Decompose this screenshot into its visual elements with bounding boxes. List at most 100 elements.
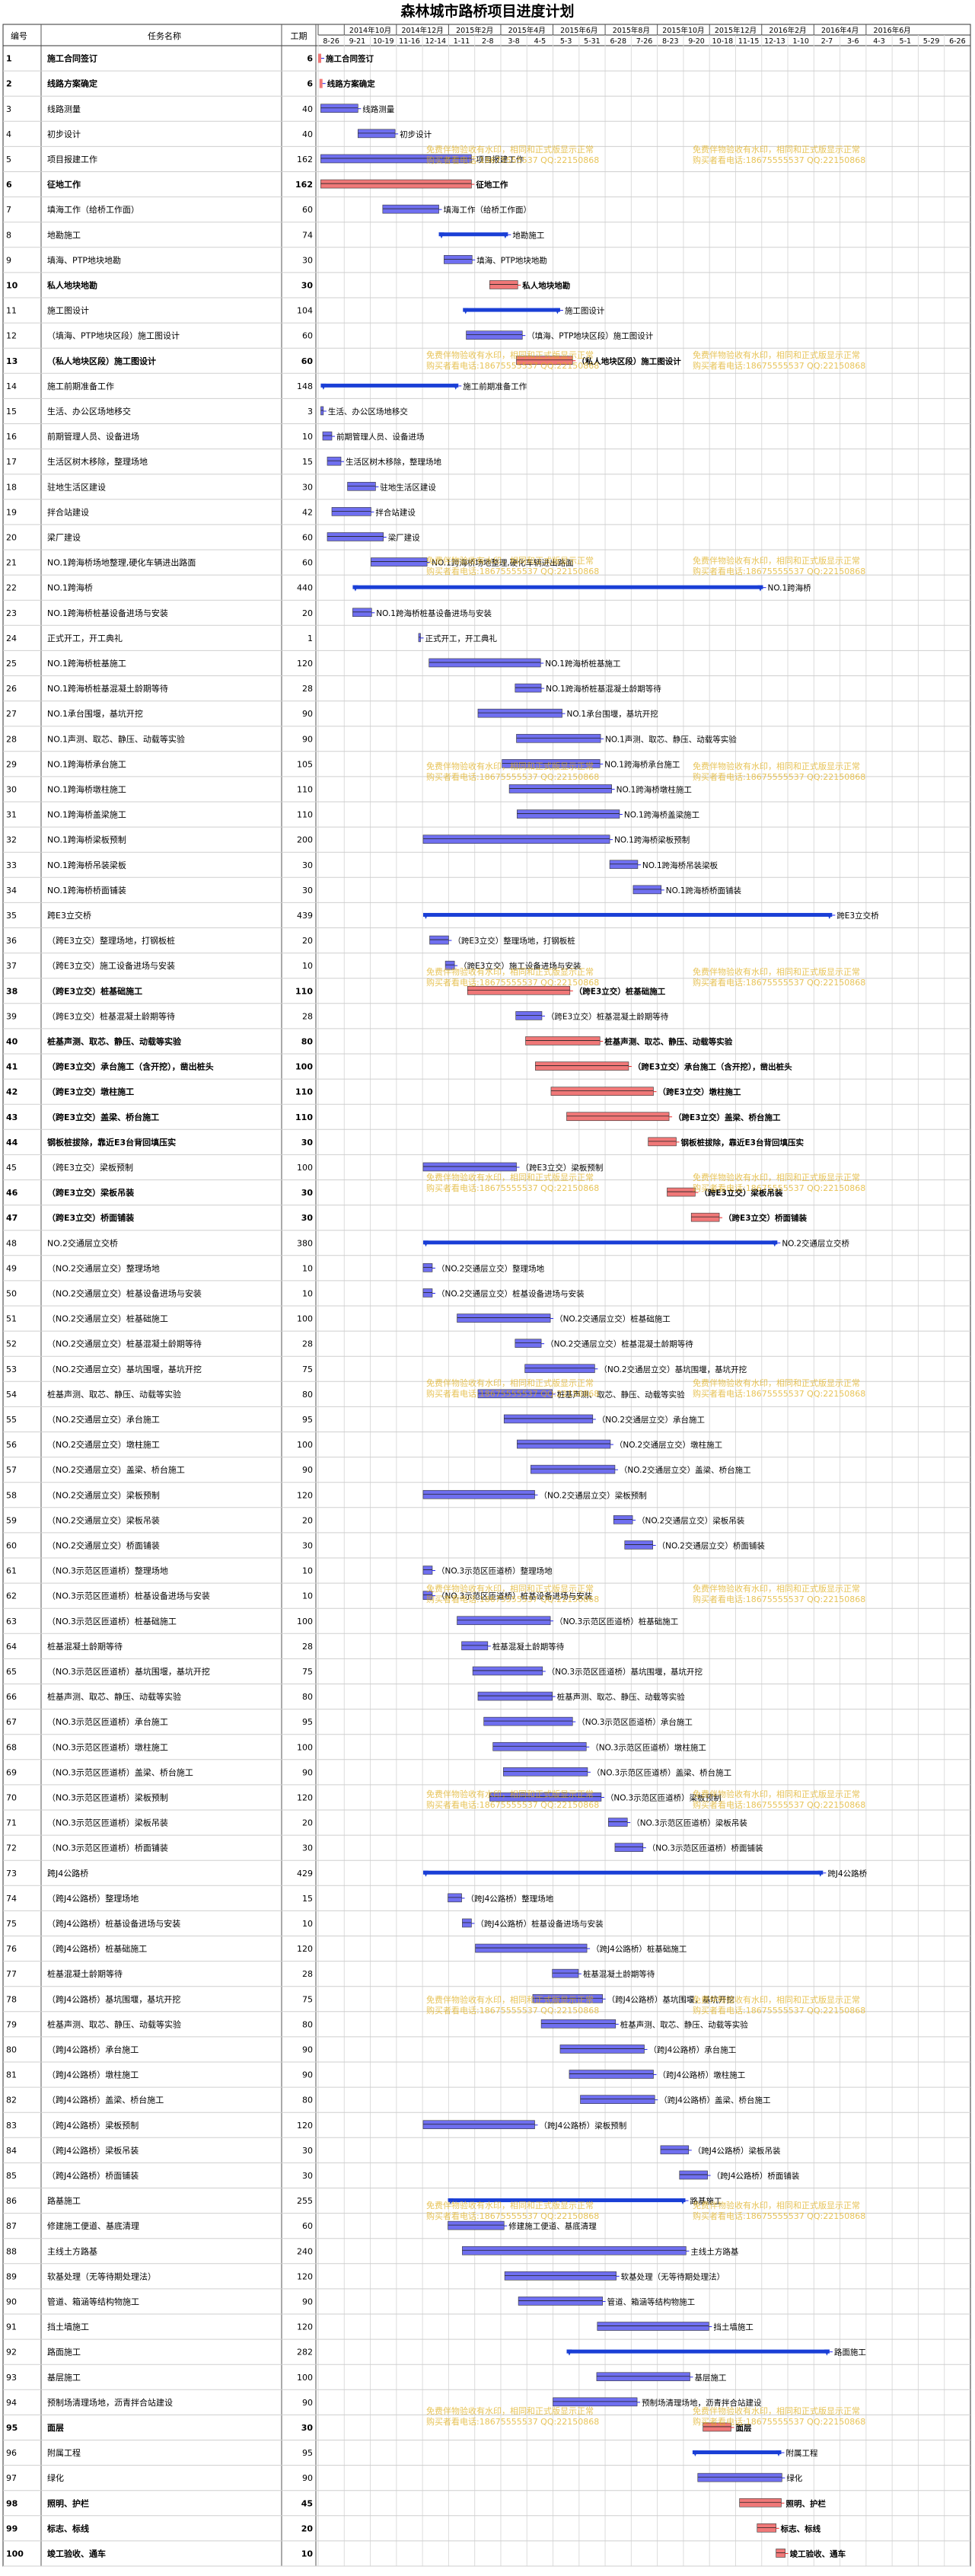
task-duration: 60 (302, 532, 313, 542)
task-id: 79 (6, 2019, 17, 2029)
task-bar (504, 2271, 617, 2281)
timeline-tick-label: 5-31 (584, 37, 601, 46)
task-duration: 100 (297, 2373, 313, 2383)
bar-label: （跨J4公路桥）墩柱施工 (658, 2070, 745, 2080)
task-duration: 30 (301, 1138, 314, 1148)
task-id: 77 (6, 1969, 17, 1979)
task-id: 31 (6, 810, 17, 820)
bar-label: （NO.3示范区匝道桥）基坑围堰，基坑开挖 (547, 1667, 703, 1677)
task-duration: 100 (297, 1440, 313, 1450)
timeline-tick-label: 5-1 (900, 37, 912, 46)
watermark-text: 购买者看电话:18675555537 QQ:22150868 (693, 1799, 865, 1810)
task-id: 5 (6, 155, 11, 164)
task-name: 征地工作 (47, 179, 81, 190)
task-duration: 110 (297, 784, 313, 794)
task-duration: 90 (302, 734, 313, 744)
bar-label: 生活、办公区场地移交 (328, 407, 408, 417)
watermark-text: 购买者看电话:18675555537 QQ:22150868 (426, 155, 599, 165)
task-bar (697, 2472, 782, 2482)
task-name: 梁厂建设 (47, 531, 81, 542)
task-id: 39 (6, 1011, 17, 1021)
task-name: NO.1跨海桥桩基施工 (47, 658, 126, 669)
task-bar (515, 1339, 542, 1348)
task-duration: 6 (307, 79, 313, 89)
task-id: 71 (6, 1818, 17, 1828)
task-duration: 120 (297, 659, 313, 669)
task-name: 施工前期准备工作 (47, 381, 114, 391)
task-name: 线路方案确定 (47, 78, 97, 89)
bar-label: （私人地块区段）施工图设计 (577, 356, 681, 366)
task-bar (613, 1515, 633, 1524)
task-id: 40 (6, 1036, 18, 1046)
task-id: 66 (6, 1692, 17, 1702)
bar-label: 正式开工，开工典礼 (425, 634, 498, 643)
task-id: 29 (6, 759, 17, 769)
task-duration: 10 (302, 432, 313, 442)
task-bar (569, 2070, 654, 2079)
task-name: NO.1跨海桥墩柱施工 (47, 784, 126, 794)
watermark-text: 免费伴物验收有水印，相同和正式版显示正常 (426, 555, 594, 566)
task-name: 跨J4公路桥 (47, 1869, 88, 1879)
summary-end-cap (817, 1870, 824, 1877)
task-duration: 45 (301, 2498, 313, 2508)
task-duration: 10 (302, 1566, 313, 1576)
task-duration: 90 (302, 2398, 313, 2408)
timeline-period-label: 2015年6月 (560, 26, 597, 35)
task-id: 15 (6, 407, 17, 417)
task-bar (457, 1616, 551, 1626)
task-bar (559, 2045, 645, 2054)
bar-label: （NO.2交通层立交）基坑围堰，基坑开挖 (599, 1365, 747, 1374)
bar-label: （NO.3示范区匝道桥）桩基础施工 (555, 1617, 678, 1626)
watermark-text: 免费伴物验收有水印，相同和正式版显示正常 (426, 1583, 594, 1594)
task-id: 44 (6, 1138, 18, 1148)
task-name: （NO.3示范区匝道桥）基坑围堰，基坑开挖 (47, 1666, 210, 1677)
task-id: 68 (6, 1742, 17, 1752)
task-id: 23 (6, 608, 17, 618)
bar-label: （NO.2交通层立交）盖梁、桥台施工 (620, 1465, 751, 1475)
task-id: 97 (6, 2473, 17, 2483)
watermark-text: 免费伴物验收有水印，相同和正式版显示正常 (693, 2200, 860, 2211)
summary-bar (352, 585, 763, 589)
watermark-text: 免费伴物验收有水印，相同和正式版显示正常 (693, 761, 860, 771)
task-id: 21 (6, 558, 17, 568)
task-id: 72 (6, 1843, 17, 1853)
bar-label: （NO.2交通层立交）梁板吊装 (637, 1515, 745, 1525)
timeline-tick-label: 4-3 (873, 37, 885, 46)
task-bar (580, 2095, 655, 2104)
watermark-text: 免费伴物验收有水印，相同和正式版显示正常 (693, 1789, 860, 1799)
watermark-text: 免费伴物验收有水印，相同和正式版显示正常 (426, 2405, 594, 2416)
task-duration: 20 (302, 1515, 313, 1525)
task-id: 57 (6, 1465, 17, 1475)
task-name: 填海工作（给桥工作面） (47, 204, 139, 215)
task-bar (422, 1263, 433, 1272)
task-duration: 162 (295, 180, 313, 190)
summary-end-cap (502, 232, 508, 239)
task-id: 52 (6, 1339, 17, 1349)
watermark-text: 购买者看电话:18675555537 QQ:22150868 (426, 2005, 599, 2016)
task-name: （跨J4公路桥）整理场地 (47, 1893, 139, 1904)
task-name: 标志、标线 (46, 2523, 89, 2533)
task-id: 34 (6, 886, 17, 895)
summary-end-cap (757, 585, 763, 592)
task-duration: 95 (302, 1717, 313, 1727)
summary-start-cap (320, 383, 327, 390)
task-name: NO.1承台围堰，基坑开挖 (47, 708, 143, 719)
bar-label: （NO.3示范区匝道桥）承台施工 (577, 1717, 693, 1727)
task-duration: 100 (297, 1163, 313, 1173)
bar-label: （跨E3立交）梁板预制 (521, 1163, 604, 1173)
task-id: 32 (6, 835, 17, 845)
task-name: 路面施工 (47, 2348, 81, 2357)
bar-label: （NO.3示范区匝道桥）盖梁、桥台施工 (592, 1767, 731, 1777)
summary-bar (438, 232, 508, 237)
task-name: 桩基声测、取芯、静压、动载等实验 (47, 1036, 182, 1046)
bar-label: 填海工作（给桥工作面） (444, 205, 532, 215)
task-name: （跨J4公路桥）盖梁、桥台施工 (47, 2095, 164, 2105)
task-bar (475, 1943, 588, 1953)
critical-task-bar (550, 1087, 654, 1096)
summary-bar (422, 912, 833, 917)
bar-label: （NO.3示范区匝道桥）梁板预制 (606, 1792, 722, 1802)
bar-label: 地勘施工 (512, 230, 544, 240)
summary-start-cap (438, 232, 444, 239)
task-duration: 20 (301, 2523, 314, 2533)
task-name: 桩基混凝土龄期等待 (47, 1968, 123, 1979)
